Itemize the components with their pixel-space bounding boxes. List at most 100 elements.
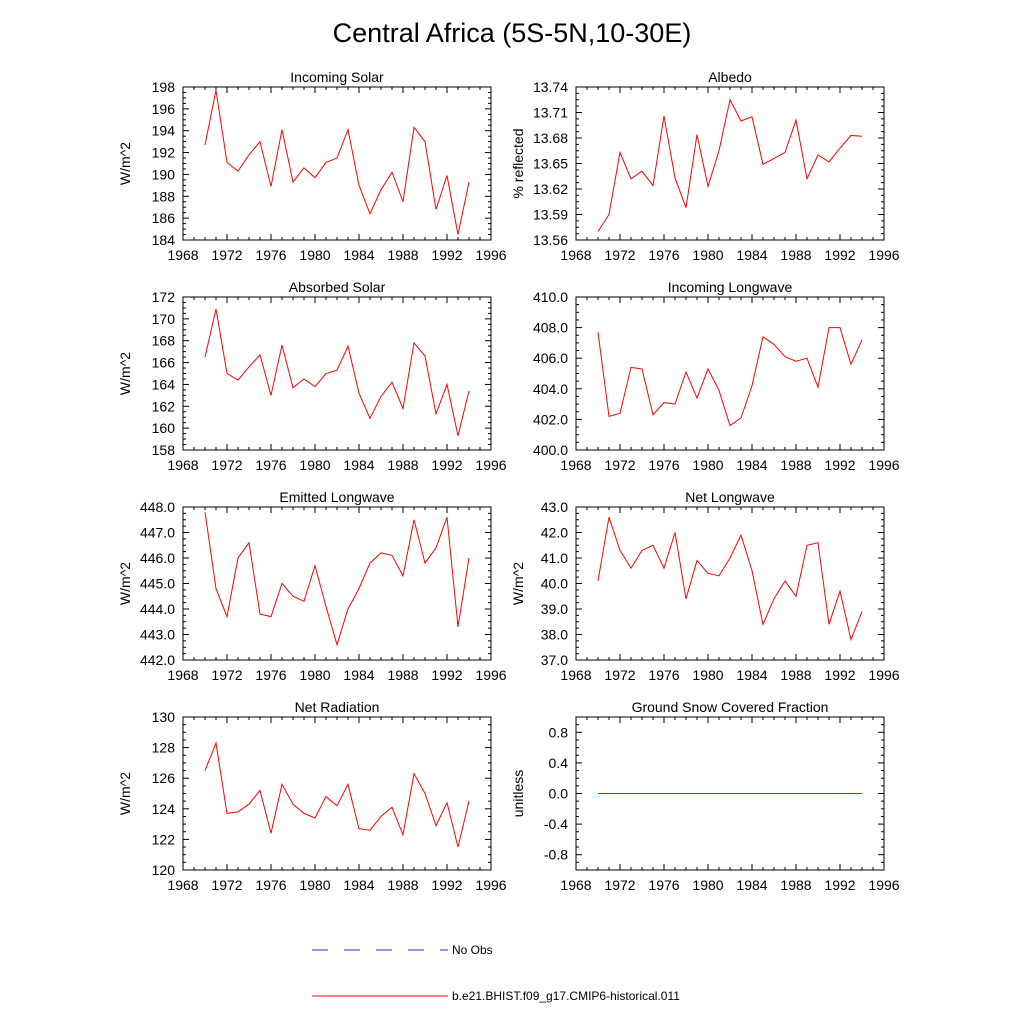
panel-title: Absorbed Solar (289, 279, 386, 295)
y-tick-label: 0.4 (549, 755, 569, 771)
panel-4: Incoming Longwave 1968 1972 1976 1980 1984 198… (533, 279, 900, 473)
y-axis-label: unitless (510, 770, 526, 817)
x-tick-label: 1976 (255, 247, 286, 263)
y-tick-label: 13.62 (533, 181, 568, 197)
panel-title: Ground Snow Covered Fraction (632, 699, 829, 715)
x-tick-label: 1984 (736, 457, 767, 473)
x-tick-label: 1996 (868, 457, 899, 473)
panel-2: Albedo % reflected 1968 1972 1976 1980 1984 198… (510, 69, 900, 263)
x-tick-label: 1968 (167, 667, 198, 683)
y-tick-label: 400.0 (533, 442, 568, 458)
panel-title: Net Longwave (685, 489, 775, 505)
x-tick-label: 1996 (475, 877, 506, 893)
y-axis-label: W/m^2 (117, 142, 133, 185)
y-axis-label: W/m^2 (510, 562, 526, 605)
x-tick-label: 1968 (560, 667, 591, 683)
x-tick-label: 1980 (692, 877, 723, 893)
x-tick-label: 1968 (560, 457, 591, 473)
y-tick-label: 184 (152, 232, 176, 248)
x-tick-label: 1980 (692, 457, 723, 473)
x-tick-label: 1988 (387, 667, 418, 683)
y-tick-label: 42.0 (541, 525, 568, 541)
x-tick-label: 1968 (560, 877, 591, 893)
series-line (204, 308, 470, 436)
x-tick-label: 1984 (736, 247, 767, 263)
plot-frame (182, 716, 492, 871)
x-tick-label: 1968 (560, 247, 591, 263)
y-tick-label: 408.0 (533, 320, 568, 336)
x-tick-label: 1976 (255, 877, 286, 893)
y-tick-label: 166 (152, 355, 176, 371)
x-tick-label: 1992 (824, 247, 855, 263)
x-tick-label: 1976 (648, 667, 679, 683)
y-axis-label: W/m^2 (117, 352, 133, 395)
x-tick-label: 1984 (343, 877, 374, 893)
panel-7: Net Radiation W/m^2 1968 1972 1976 1980 1984 19… (117, 699, 507, 893)
panel-title: Incoming Solar (290, 69, 384, 85)
figure-title: Central Africa (5S-5N,10-30E) (333, 18, 692, 48)
x-tick-label: 1972 (211, 247, 242, 263)
y-axis-label: W/m^2 (117, 772, 133, 815)
x-tick-label: 1976 (648, 247, 679, 263)
y-tick-label: 443.0 (140, 627, 175, 643)
x-tick-label: 1976 (255, 457, 286, 473)
y-tick-label: 448.0 (140, 499, 175, 515)
y-tick-label: 164 (152, 376, 176, 392)
x-tick-label: 1972 (604, 667, 635, 683)
y-tick-label: 402.0 (533, 411, 568, 427)
series-line (597, 327, 863, 427)
y-tick-label: 158 (152, 442, 176, 458)
x-tick-label: 1988 (387, 247, 418, 263)
y-tick-label: 168 (152, 333, 176, 349)
x-tick-label: 1996 (868, 667, 899, 683)
y-tick-label: 447.0 (140, 525, 175, 541)
plot-frame (182, 506, 492, 661)
x-tick-label: 1996 (868, 877, 899, 893)
series-line (597, 517, 863, 642)
panel-6: Net Longwave W/m^2 1968 1972 1976 1980 1984 198… (510, 489, 900, 683)
y-tick-label: 196 (152, 101, 176, 117)
x-tick-label: 1980 (692, 667, 723, 683)
x-tick-label: 1980 (299, 457, 330, 473)
plot-frame (182, 86, 492, 241)
y-tick-label: 0.0 (549, 786, 569, 802)
y-tick-label: 13.71 (533, 105, 568, 121)
y-tick-label: 38.0 (541, 627, 568, 643)
y-tick-label: 162 (152, 398, 176, 414)
y-axis-label: W/m^2 (117, 562, 133, 605)
y-tick-label: 13.59 (533, 207, 568, 223)
y-tick-label: 188 (152, 188, 176, 204)
x-tick-label: 1972 (604, 247, 635, 263)
y-tick-label: 406.0 (533, 350, 568, 366)
x-tick-label: 1968 (167, 457, 198, 473)
x-tick-label: 1972 (211, 667, 242, 683)
x-tick-label: 1972 (604, 457, 635, 473)
x-tick-label: 1976 (255, 667, 286, 683)
y-tick-label: 445.0 (140, 576, 175, 592)
y-tick-label: 37.0 (541, 652, 568, 668)
plot-frame (575, 296, 885, 451)
x-tick-label: 1980 (299, 877, 330, 893)
y-tick-label: 170 (152, 311, 176, 327)
legend-label: b.e21.BHIST.f09_g17.CMIP6-historical.011 (452, 989, 680, 1003)
plot-frame (182, 296, 492, 451)
x-tick-label: 1988 (780, 247, 811, 263)
x-tick-label: 1976 (648, 457, 679, 473)
y-tick-label: 41.0 (541, 550, 568, 566)
y-tick-label: 13.74 (533, 79, 568, 95)
y-tick-label: 194 (152, 123, 176, 139)
x-tick-label: 1968 (167, 247, 198, 263)
y-tick-label: 126 (152, 770, 176, 786)
y-tick-label: 122 (152, 831, 176, 847)
x-tick-label: 1988 (780, 457, 811, 473)
panel-title: Emitted Longwave (279, 489, 394, 505)
y-tick-label: 43.0 (541, 499, 568, 515)
y-tick-label: 186 (152, 210, 176, 226)
panel-title: Net Radiation (295, 699, 380, 715)
y-tick-label: 190 (152, 166, 176, 182)
plot-frame (575, 86, 885, 241)
y-tick-label: 130 (152, 709, 176, 725)
y-tick-label: 198 (152, 79, 176, 95)
